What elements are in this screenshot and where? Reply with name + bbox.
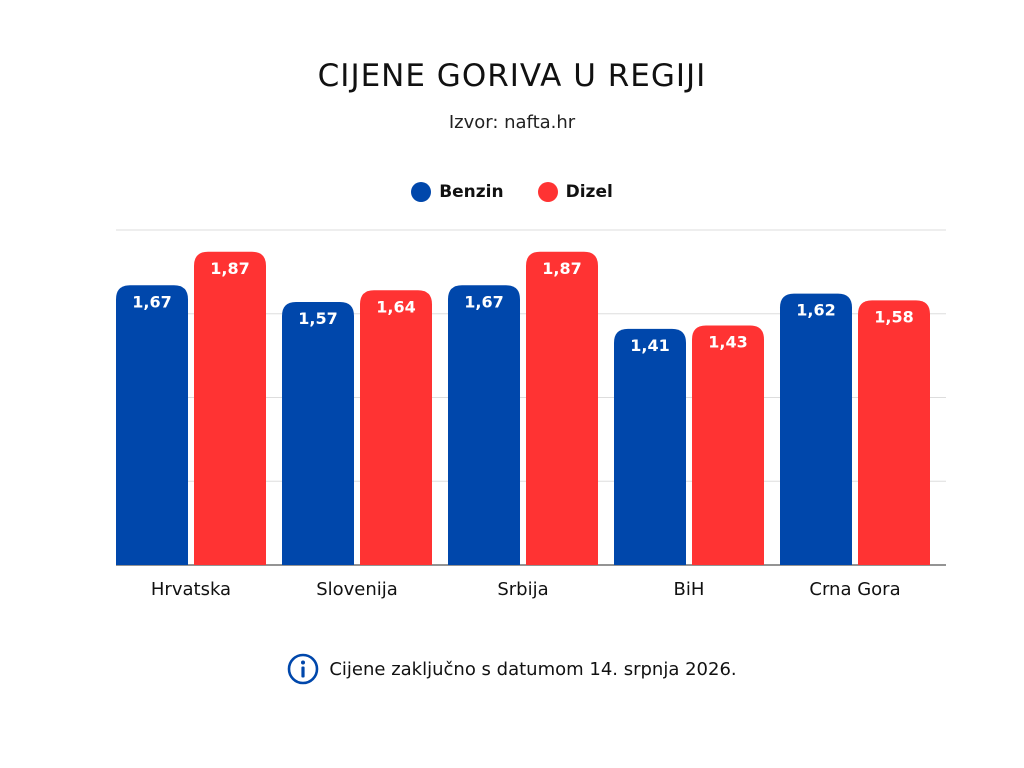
- data-label: 1,41: [630, 336, 669, 355]
- bar-benzin-hrvatska: [116, 285, 188, 565]
- footnote: Cijene zaključno s datumom 14. srpnja 20…: [0, 653, 1024, 685]
- legend-item-benzin: Benzin: [411, 182, 504, 202]
- data-label: 1,62: [796, 301, 835, 320]
- legend: Benzin Dizel: [0, 182, 1024, 202]
- x-tick-label: BiH: [674, 579, 705, 600]
- info-icon: [288, 653, 319, 685]
- bar-benzin-slovenija: [282, 302, 354, 565]
- data-label: 1,67: [464, 292, 503, 311]
- bar-dizel-slovenija: [360, 290, 432, 565]
- bar-dizel-srbija: [526, 251, 598, 565]
- bar-dizel-bih: [692, 325, 764, 565]
- bar-benzin-srbija: [448, 285, 520, 565]
- bar-benzin-crna-gora: [780, 293, 852, 565]
- data-label: 1,64: [376, 297, 415, 316]
- data-label: 1,87: [210, 259, 249, 278]
- data-label: 1,87: [542, 259, 581, 278]
- legend-dizel-label: Dizel: [565, 182, 613, 202]
- data-label: 1,58: [874, 307, 913, 326]
- data-label: 1,57: [298, 309, 337, 328]
- bar-dizel-crna-gora: [858, 300, 930, 565]
- x-tick-label: Slovenija: [316, 579, 398, 600]
- x-tick-label: Srbija: [497, 579, 548, 600]
- data-label: 1,67: [132, 292, 171, 311]
- data-label: 1,43: [708, 332, 747, 351]
- legend-dizel-dot-icon: [537, 182, 558, 202]
- chart-subtitle: Izvor: nafta.hr: [448, 112, 576, 133]
- x-tick-label: Crna Gora: [809, 579, 900, 600]
- chart-title: CIJENE GORIVA U REGIJI: [317, 58, 707, 94]
- x-tick-label: Hrvatska: [151, 579, 231, 600]
- footnote-text: Cijene zaključno s datumom 14. srpnja 20…: [329, 658, 737, 680]
- legend-item-dizel: Dizel: [537, 182, 613, 202]
- bar-benzin-bih: [614, 328, 686, 565]
- legend-benzin-label: Benzin: [439, 182, 504, 202]
- legend-benzin-dot-icon: [411, 182, 432, 202]
- bar-dizel-hrvatska: [194, 251, 266, 565]
